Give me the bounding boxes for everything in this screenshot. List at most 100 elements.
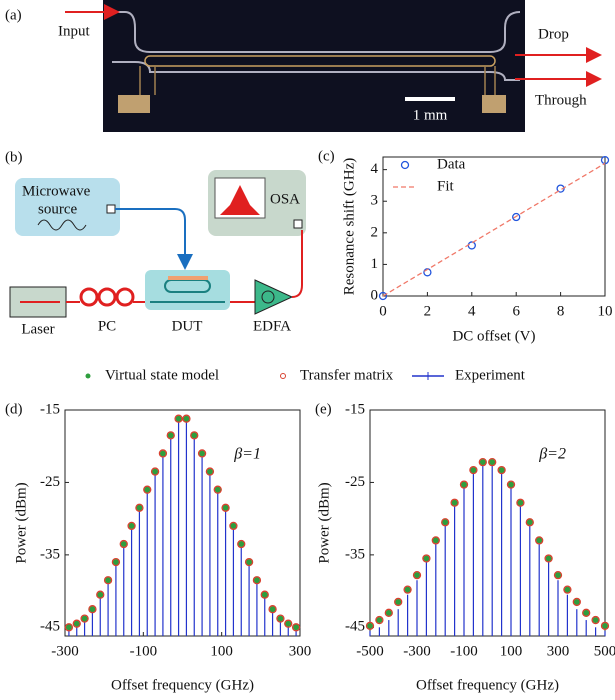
- y-tick-label: 3: [371, 193, 379, 209]
- marker: [167, 432, 174, 439]
- marker: [365, 621, 375, 631]
- fit-line: [382, 162, 606, 297]
- marker: [285, 620, 292, 627]
- x-tick-label: -100: [130, 643, 158, 659]
- electrode: [168, 276, 208, 280]
- marker: [478, 458, 487, 467]
- marker: [461, 481, 467, 488]
- legend-label: Fit: [437, 178, 455, 194]
- marker: [488, 458, 497, 467]
- y-tick-label: -35: [40, 546, 60, 562]
- x-tick-label: -100: [450, 643, 478, 659]
- x-tick-label: 100: [210, 643, 233, 659]
- marker: [238, 541, 245, 548]
- pc-label: PC: [98, 318, 116, 334]
- y-tick-label: -15: [40, 401, 60, 417]
- x-tick-label: 300: [289, 643, 312, 659]
- marker: [244, 557, 254, 567]
- panel-label: (d): [5, 401, 23, 417]
- marker: [246, 559, 253, 566]
- marker: [260, 590, 269, 599]
- marker: [414, 572, 420, 579]
- osa-label: OSA: [270, 191, 300, 207]
- x-tick-label: 0: [379, 303, 387, 319]
- marker: [268, 605, 277, 614]
- marker: [127, 521, 136, 531]
- marker: [497, 465, 506, 475]
- y-tick-label: -45: [40, 619, 60, 635]
- marker: [96, 590, 105, 599]
- marker: [404, 586, 411, 593]
- x-tick-label: 2: [424, 303, 432, 319]
- edfa-label: EDFA: [253, 318, 291, 334]
- marker: [451, 499, 458, 506]
- panel-b: (b) Microwave source OSA Laser PC DUT ED…: [5, 149, 306, 337]
- marker: [175, 415, 182, 422]
- plot-frame: [382, 156, 606, 297]
- marker: [553, 571, 563, 580]
- marker: [166, 431, 175, 440]
- osa-spectrum: [220, 185, 260, 215]
- y-tick-label: -25: [345, 474, 365, 490]
- marker: [395, 598, 402, 605]
- marker: [81, 615, 88, 622]
- marker: [128, 522, 135, 529]
- marker: [103, 576, 113, 585]
- sine-icon: [37, 219, 87, 231]
- marker: [119, 539, 128, 549]
- fiber: [291, 230, 303, 298]
- panel-label: (b): [5, 149, 23, 165]
- marker: [197, 449, 207, 458]
- marker: [252, 576, 262, 585]
- marker: [555, 572, 561, 579]
- y-tick-label: 0: [371, 287, 379, 303]
- drop-label: Drop: [538, 26, 569, 42]
- marker: [174, 414, 183, 423]
- marker: [498, 467, 505, 474]
- port: [293, 219, 303, 229]
- legend-label: Virtual state model: [105, 367, 219, 383]
- y-tick-label: 2: [371, 224, 379, 240]
- x-tick-label: 500: [594, 643, 615, 659]
- through-label: Through: [535, 92, 587, 108]
- marker: [144, 486, 151, 493]
- marker: [422, 554, 431, 563]
- marker: [112, 559, 119, 566]
- marker: [230, 522, 237, 529]
- port: [106, 204, 116, 214]
- marker: [431, 536, 440, 545]
- x-axis-label: DC offset (V): [452, 328, 535, 344]
- marker: [143, 485, 152, 494]
- marker: [403, 585, 412, 594]
- marker: [573, 598, 580, 605]
- marker: [489, 459, 496, 466]
- marker: [582, 608, 591, 617]
- marker: [442, 519, 449, 526]
- marker: [591, 615, 600, 625]
- heater: [144, 55, 496, 67]
- marker: [65, 624, 72, 631]
- marker: [72, 619, 81, 628]
- trace: [139, 66, 496, 95]
- waveguide: [112, 11, 521, 53]
- marker: [89, 606, 96, 613]
- legend-label: Transfer matrix: [300, 367, 394, 383]
- marker: [276, 614, 285, 623]
- pad: [482, 95, 506, 113]
- marker: [450, 498, 459, 507]
- marker: [293, 624, 300, 631]
- marker: [105, 577, 112, 584]
- marker: [135, 503, 144, 512]
- dut-label: DUT: [172, 318, 203, 334]
- pc-loop: [115, 287, 135, 307]
- y-axis-label: Power (dBm): [316, 482, 332, 563]
- marker: [517, 499, 524, 506]
- marker: [583, 609, 590, 616]
- marker: [412, 571, 422, 580]
- edfa-coil: [261, 290, 275, 304]
- plot-frame: [64, 409, 301, 637]
- marker: [88, 605, 97, 614]
- marker: [190, 431, 199, 440]
- pad: [118, 95, 150, 113]
